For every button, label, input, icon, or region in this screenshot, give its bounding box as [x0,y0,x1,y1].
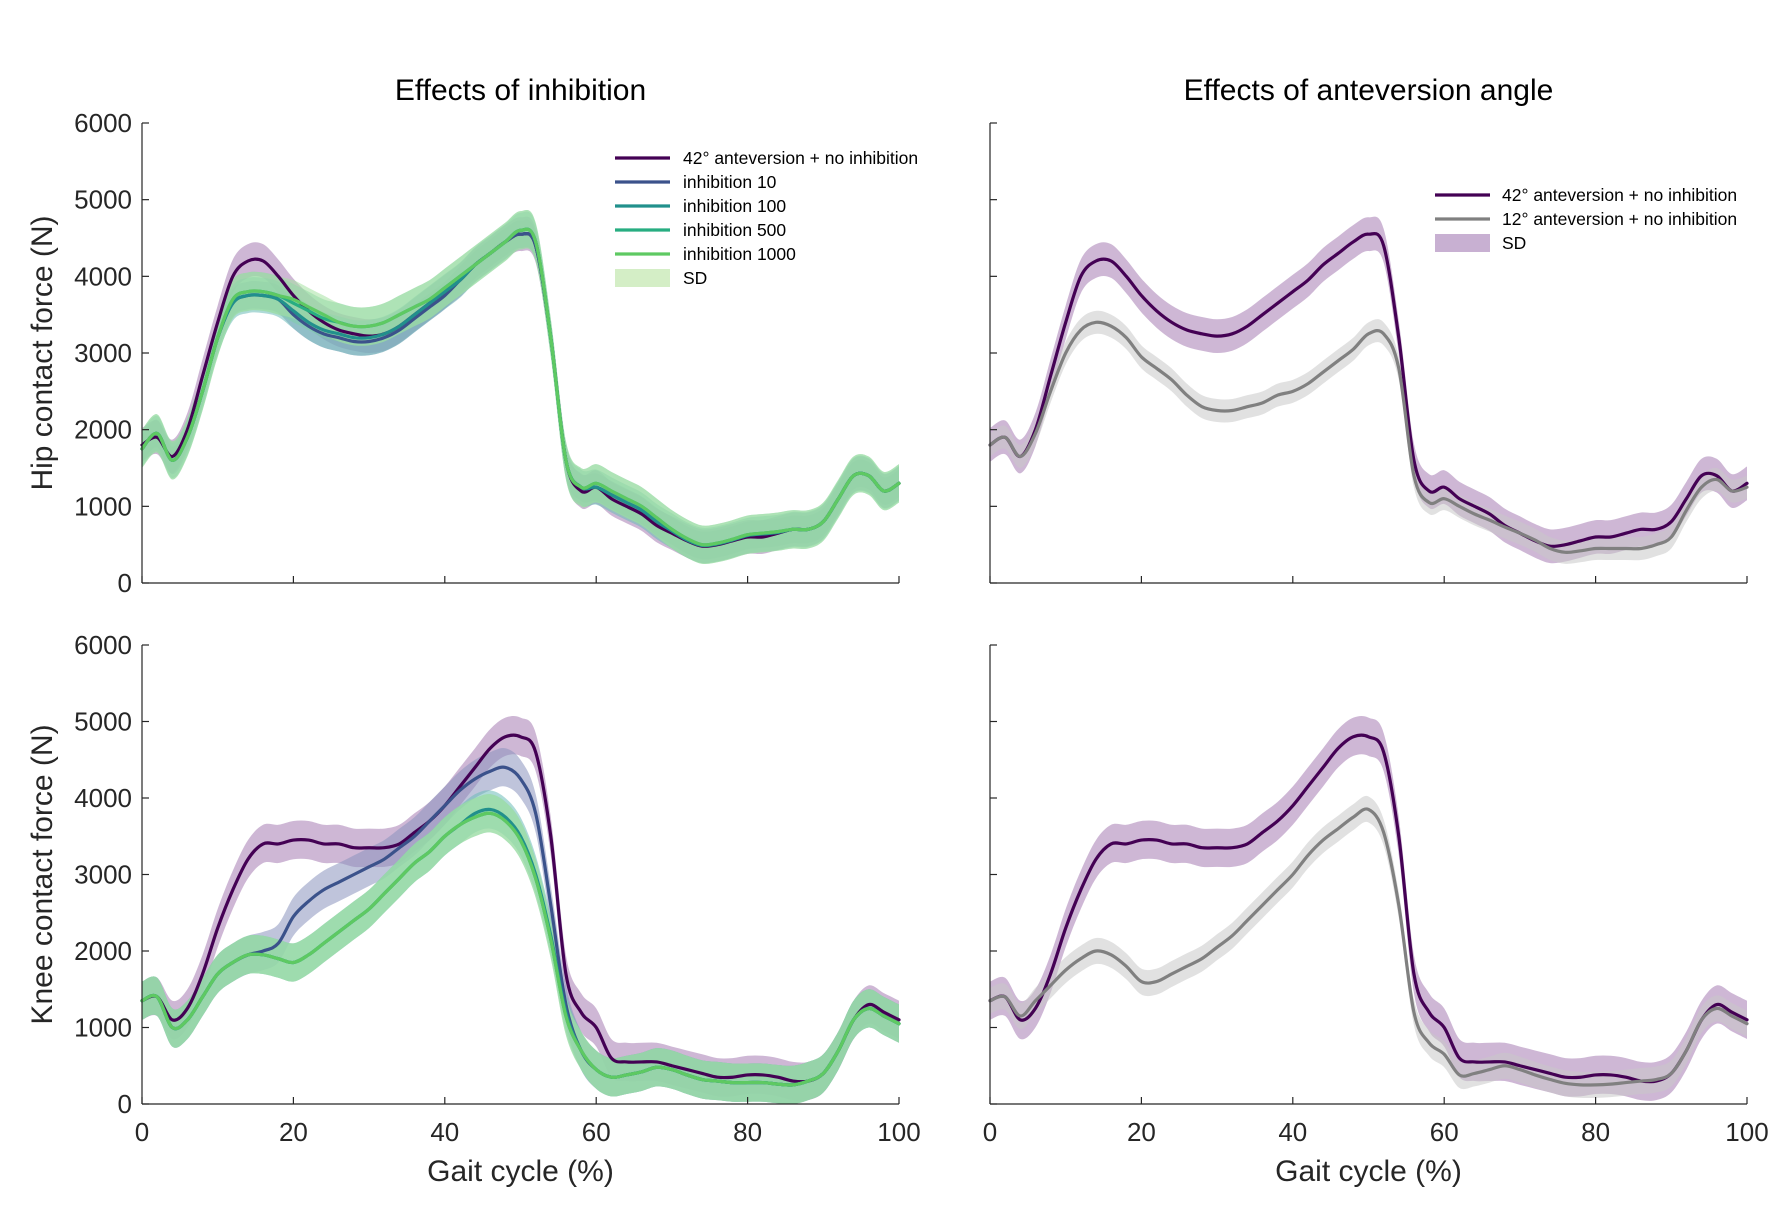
sd-band-inhibition-10 [142,747,899,1105]
series-line-inhibition-10 [140,765,901,1087]
x-tick-label: 40 [430,1117,459,1147]
panel-4: 0 20 40 60 80 100 Gait cycle (%) [983,644,1769,1188]
series-line-12-anteversion-no-inhibition [988,320,1749,555]
legend-label: 42° anteversion + no inhibition [1502,185,1737,205]
y-tick-label: 5000 [74,707,132,737]
y-tick-label: 0 [118,568,132,598]
y-axis-label: Hip contact force (N) [26,215,59,490]
x-axis-label: Gait cycle (%) [1275,1155,1462,1188]
legend-label: 42° anteversion + no inhibition [683,148,918,168]
sd-band-inhibition-1000 [142,210,899,565]
x-tick-label: 0 [135,1117,149,1147]
y-tick-label: 1000 [74,491,132,521]
series-line-42-anteversion-no-inhibition [140,733,901,1084]
y-tick-label: 6000 [74,630,132,660]
legend-label: inhibition 1000 [683,244,796,264]
x-axis-label: Gait cycle (%) [427,1155,614,1188]
y-tick-label: 3000 [74,338,132,368]
series-line-inhibition-1000 [140,227,901,547]
y-tick-label: 4000 [74,261,132,291]
legend-label: inhibition 10 [683,172,777,192]
legend-label-sd: SD [1502,233,1526,253]
legend-label: inhibition 100 [683,196,786,216]
legend-label: 12° anteversion + no inhibition [1502,209,1737,229]
legend-label-sd: SD [683,268,707,288]
x-tick-label: 40 [1278,1117,1307,1147]
y-tick-label: 3000 [74,860,132,890]
panel-1: 0 1000 2000 3000 4000 5000 6000 Effects of inhi… [26,74,918,598]
y-tick-label: 5000 [74,185,132,215]
y-tick-label: 2000 [74,415,132,445]
y-tick-label: 2000 [74,936,132,966]
x-tick-label: 20 [1127,1117,1156,1147]
panel-3: 0 1000 2000 3000 4000 5000 6000 0 20 40 60 80 100 Gai… [26,630,921,1188]
x-tick-label: 60 [1430,1117,1459,1147]
series-line-42-anteversion-no-inhibition [988,733,1749,1084]
sd-band-42-anteversion-no-inhibition [990,216,1747,564]
x-tick-label: 100 [1725,1117,1768,1147]
x-tick-label: 80 [1581,1117,1610,1147]
chart-title: Effects of anteversion angle [1184,74,1554,107]
legend: 42° anteversion + no inhibition inhibitio… [615,148,918,288]
x-tick-label: 60 [582,1117,611,1147]
x-tick-label: 20 [279,1117,308,1147]
series-line-inhibition-1000 [140,811,901,1087]
series-line-12-anteversion-no-inhibition [988,807,1749,1087]
legend-swatch-sd [615,269,670,287]
x-tick-label: 100 [877,1117,920,1147]
legend-label: inhibition 500 [683,220,786,240]
panel-2: Effects of anteversion angle 42° antevers… [988,74,1749,584]
legend-swatch-sd [1435,234,1490,252]
y-axis-label: Knee contact force (N) [26,724,59,1024]
x-tick-label: 0 [983,1117,997,1147]
sd-band-12-anteversion-no-inhibition [990,795,1747,1099]
y-tick-label: 0 [118,1089,132,1119]
series-line-42-anteversion-no-inhibition [988,231,1749,548]
y-tick-label: 1000 [74,1013,132,1043]
y-tick-label: 4000 [74,783,132,813]
sd-band-42-anteversion-no-inhibition [990,715,1747,1101]
y-tick-label: 6000 [74,108,132,138]
chart-title: Effects of inhibition [395,74,646,107]
x-tick-label: 80 [733,1117,762,1147]
legend: 42° anteversion + no inhibition 12° antev… [1435,185,1737,253]
